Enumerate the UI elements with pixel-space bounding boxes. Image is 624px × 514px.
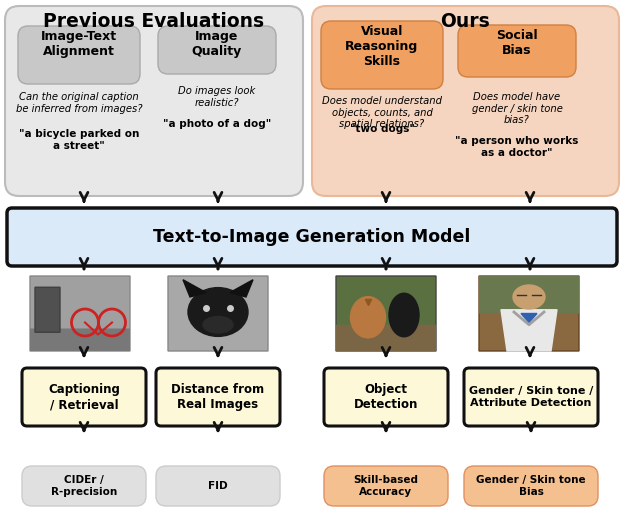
FancyBboxPatch shape (479, 276, 579, 351)
Text: Image-Text
Alignment: Image-Text Alignment (41, 30, 117, 58)
Polygon shape (183, 280, 206, 297)
Text: Does model understand
objects, counts, and
spatial relations?: Does model understand objects, counts, a… (322, 96, 442, 129)
FancyBboxPatch shape (324, 466, 448, 506)
Text: "a photo of a dog": "a photo of a dog" (163, 119, 271, 129)
FancyBboxPatch shape (458, 25, 576, 77)
FancyBboxPatch shape (324, 368, 448, 426)
FancyBboxPatch shape (464, 466, 598, 506)
FancyBboxPatch shape (156, 466, 280, 506)
FancyBboxPatch shape (336, 276, 436, 351)
Text: Distance from
Real Images: Distance from Real Images (172, 383, 265, 411)
FancyBboxPatch shape (5, 6, 303, 196)
FancyBboxPatch shape (168, 276, 268, 351)
Text: Image
Quality: Image Quality (192, 30, 242, 58)
FancyBboxPatch shape (35, 287, 60, 332)
Text: "a person who works
as a doctor": "a person who works as a doctor" (456, 136, 578, 158)
Ellipse shape (188, 288, 248, 336)
Ellipse shape (351, 297, 386, 338)
FancyBboxPatch shape (464, 368, 598, 426)
FancyBboxPatch shape (7, 208, 617, 266)
FancyBboxPatch shape (30, 276, 130, 351)
Ellipse shape (203, 317, 233, 333)
Text: Ours: Ours (440, 12, 490, 31)
FancyBboxPatch shape (18, 26, 140, 84)
FancyBboxPatch shape (336, 325, 436, 351)
Polygon shape (230, 280, 253, 297)
Text: Do images look
realistic?: Do images look realistic? (178, 86, 256, 107)
Ellipse shape (513, 285, 545, 309)
Text: Skill-based
Accuracy: Skill-based Accuracy (354, 475, 419, 497)
FancyBboxPatch shape (22, 466, 146, 506)
Text: "two dogs": "two dogs" (349, 124, 414, 134)
Text: Text-to-Image Generation Model: Text-to-Image Generation Model (154, 228, 470, 246)
Text: Object
Detection: Object Detection (354, 383, 418, 411)
Text: Gender / Skin tone
Bias: Gender / Skin tone Bias (476, 475, 586, 497)
FancyBboxPatch shape (22, 368, 146, 426)
FancyBboxPatch shape (30, 328, 130, 351)
Ellipse shape (389, 293, 419, 337)
Text: Social
Bias: Social Bias (496, 29, 538, 57)
Text: FID: FID (208, 481, 228, 491)
FancyBboxPatch shape (321, 21, 443, 89)
FancyBboxPatch shape (312, 6, 619, 196)
FancyBboxPatch shape (158, 26, 276, 74)
Text: Can the original caption
be inferred from images?: Can the original caption be inferred fro… (16, 92, 142, 114)
Text: "a bicycle parked on
a street": "a bicycle parked on a street" (19, 129, 139, 151)
Polygon shape (521, 314, 537, 322)
Polygon shape (501, 310, 557, 351)
Text: Gender / Skin tone /
Attribute Detection: Gender / Skin tone / Attribute Detection (469, 386, 593, 408)
FancyBboxPatch shape (156, 368, 280, 426)
Text: Previous Evaluations: Previous Evaluations (44, 12, 265, 31)
Text: CIDEr /
R-precision: CIDEr / R-precision (51, 475, 117, 497)
Text: Visual
Reasoning
Skills: Visual Reasoning Skills (345, 25, 419, 68)
Text: Does model have
gender / skin tone
bias?: Does model have gender / skin tone bias? (472, 92, 562, 125)
Text: Captioning
/ Retrieval: Captioning / Retrieval (48, 383, 120, 411)
FancyBboxPatch shape (479, 276, 579, 314)
